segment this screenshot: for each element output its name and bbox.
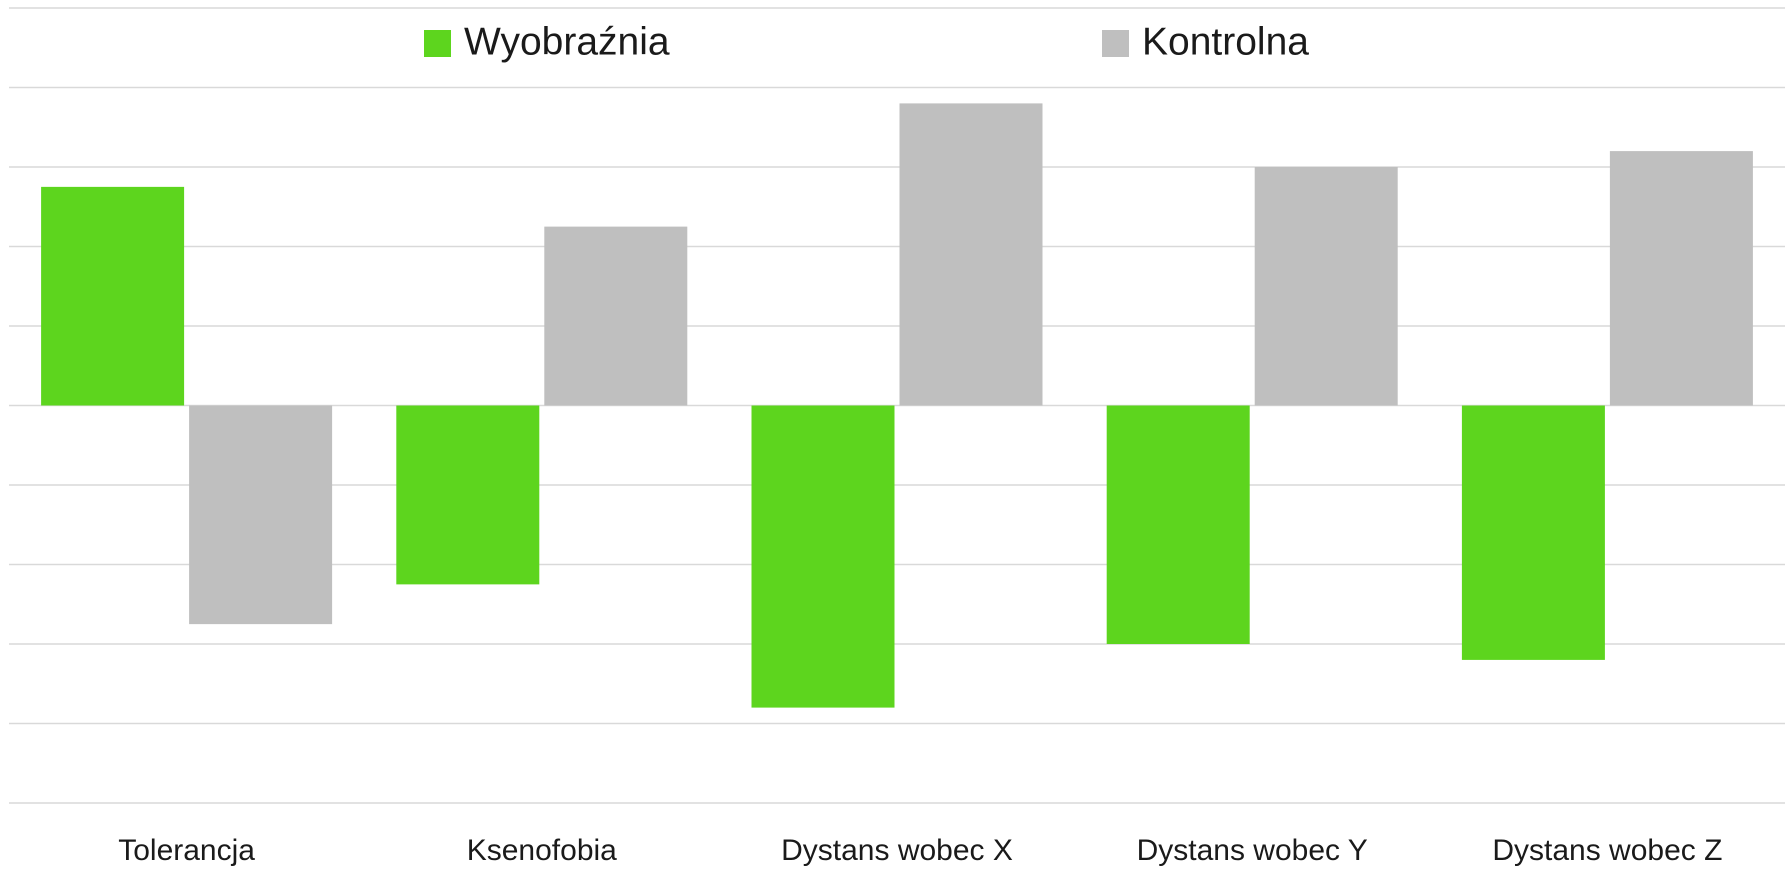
bar xyxy=(396,405,540,585)
bar xyxy=(1609,151,1753,406)
bar xyxy=(899,103,1043,406)
legend-swatch xyxy=(424,30,451,57)
x-tick-label: Ksenofobia xyxy=(467,834,617,867)
bar xyxy=(544,226,688,406)
bar xyxy=(41,186,185,406)
legend-label: Kontrolna xyxy=(1142,20,1309,63)
x-tick-label: Dystans wobec Y xyxy=(1137,834,1368,867)
legend-label: Wyobraźnia xyxy=(464,20,670,63)
legend-swatch xyxy=(1102,30,1129,57)
bar xyxy=(189,405,333,625)
x-tick-label: Dystans wobec X xyxy=(781,834,1013,867)
bar xyxy=(751,405,895,708)
bar xyxy=(1254,167,1398,406)
x-tick-label: Tolerancja xyxy=(118,834,255,867)
bar xyxy=(1106,405,1250,644)
x-tick-label: Dystans wobec Z xyxy=(1492,834,1722,867)
bar xyxy=(1461,405,1605,660)
